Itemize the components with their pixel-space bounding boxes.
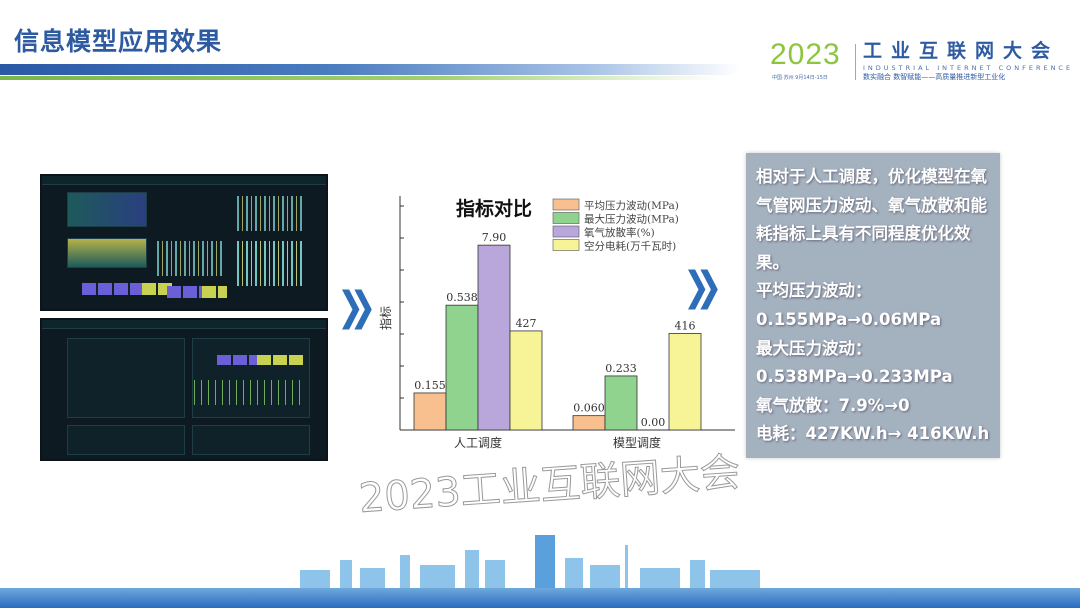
logo-name-en: INDUSTRIAL INTERNET CONFERENCE bbox=[863, 64, 1074, 72]
dashboard-table bbox=[167, 286, 202, 298]
conference-logo: 2023 中国·苏州 9月14日-15日 工业互联网大会 INDUSTRIAL … bbox=[770, 40, 1070, 85]
chart-title: 指标对比 bbox=[456, 197, 532, 220]
dashboard-chart bbox=[157, 241, 222, 276]
legend-label: 平均压力波动(MPa) bbox=[584, 199, 679, 212]
header-band-green bbox=[0, 76, 720, 80]
bar bbox=[477, 244, 511, 431]
summary-line: 电耗：427KW.h→ 416KW.h bbox=[756, 424, 990, 444]
watermark: 2023工业互联网大会 bbox=[357, 449, 741, 522]
dashboard-topbar bbox=[42, 176, 326, 185]
bar bbox=[413, 392, 447, 431]
x-tick-label: 人工调度 bbox=[454, 435, 502, 450]
summary-line: 0.538MPa→0.233MPa bbox=[756, 367, 953, 387]
header-band-blue bbox=[0, 64, 740, 75]
dashboard-screenshot-2 bbox=[40, 318, 328, 461]
summary-line: 氧气放散：7.9%→0 bbox=[756, 395, 910, 415]
legend-swatch bbox=[552, 239, 580, 251]
data-label: 0.233 bbox=[605, 362, 637, 375]
dashboard-screenshot-1 bbox=[40, 174, 328, 311]
dashboard-panel bbox=[67, 192, 147, 227]
dashboard-table bbox=[142, 283, 172, 295]
legend-label: 氧气放散率(%) bbox=[584, 226, 655, 239]
dashboard-table bbox=[257, 355, 305, 365]
chart-legend: 平均压力波动(MPa)最大压力波动(MPa)氧气放散率(%)空分电耗(万千瓦时) bbox=[552, 198, 679, 253]
dashboard-chart bbox=[237, 196, 302, 231]
y-axis-label: 指标 bbox=[378, 306, 393, 330]
data-label: 0.060 bbox=[573, 402, 605, 415]
data-label: 0.538 bbox=[446, 291, 478, 304]
bar bbox=[604, 375, 638, 431]
bar bbox=[668, 333, 702, 431]
dashboard-panel bbox=[67, 425, 185, 455]
logo-divider bbox=[855, 44, 856, 80]
dashboard-panel bbox=[67, 338, 185, 418]
bar bbox=[572, 415, 606, 431]
data-label: 427 bbox=[516, 317, 537, 330]
city-skyline-decoration bbox=[300, 535, 760, 590]
data-label: 0.00 bbox=[641, 416, 666, 429]
dashboard-panel bbox=[192, 425, 310, 455]
dashboard-panel bbox=[67, 238, 147, 268]
bar bbox=[509, 330, 543, 431]
legend-label: 最大压力波动(MPa) bbox=[584, 213, 679, 226]
bar bbox=[445, 304, 479, 431]
logo-slogan: 数实融合 数智赋能——高质量推进新型工业化 bbox=[863, 73, 1006, 81]
dashboard-table bbox=[82, 283, 142, 295]
dashboard-topbar bbox=[42, 320, 326, 329]
summary-line: 最大压力波动： bbox=[756, 338, 872, 358]
dashboard-table bbox=[202, 286, 227, 298]
summary-intro: 相对于人工调度，优化模型在氧气管网压力波动、氧气放散和能耗指标上具有不同程度优化… bbox=[756, 167, 987, 272]
legend-label: 空分电耗(万千瓦时) bbox=[584, 240, 676, 253]
data-label: 0.155 bbox=[414, 379, 446, 392]
summary-box: 相对于人工调度，优化模型在氧气管网压力波动、氧气放散和能耗指标上具有不同程度优化… bbox=[746, 153, 1000, 458]
data-label: 416 bbox=[675, 319, 696, 332]
legend-swatch bbox=[552, 225, 580, 238]
logo-location-date: 中国·苏州 9月14日-15日 bbox=[772, 75, 828, 81]
footer-band bbox=[0, 588, 1080, 608]
dashboard-table bbox=[217, 355, 257, 365]
logo-year: 2023 bbox=[770, 38, 841, 71]
summary-line: 平均压力波动： bbox=[756, 281, 872, 301]
slide-title: 信息模型应用效果 bbox=[14, 27, 223, 56]
logo-name-cn: 工业互联网大会 bbox=[863, 40, 1060, 62]
summary-line: 0.155MPa→0.06MPa bbox=[756, 309, 942, 329]
legend-swatch bbox=[552, 198, 580, 211]
legend-swatch bbox=[552, 212, 580, 224]
dashboard-chart bbox=[237, 241, 302, 286]
dashboard-chart bbox=[194, 380, 304, 405]
data-label: 7.90 bbox=[482, 231, 507, 244]
x-tick-label: 模型调度 bbox=[613, 435, 661, 450]
